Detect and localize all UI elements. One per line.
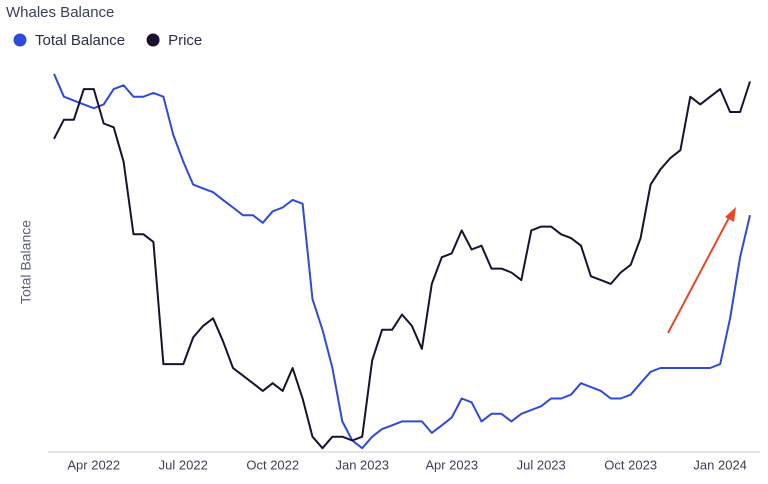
- legend-swatch: [146, 33, 160, 47]
- legend-label: Price: [168, 32, 202, 49]
- x-tick-label: Jul 2023: [517, 457, 566, 472]
- x-tick-label: Apr 2022: [67, 457, 120, 472]
- x-tick-label: Jan 2023: [335, 457, 389, 472]
- legend-label: Total Balance: [35, 32, 125, 49]
- x-tick-label: Oct 2023: [604, 457, 657, 472]
- x-tick-label: Oct 2022: [246, 457, 299, 472]
- legend-swatch: [13, 33, 27, 47]
- series-line: [53, 81, 751, 450]
- x-tick-label: Apr 2023: [425, 457, 478, 472]
- chart-title: Whales Balance: [6, 4, 114, 21]
- series-line: [53, 73, 751, 450]
- y-axis-label: Total Balance: [18, 220, 34, 304]
- x-tick-label: Jan 2024: [693, 457, 747, 472]
- annotation-arrow: [667, 207, 736, 334]
- x-tick-label: Jul 2022: [159, 457, 208, 472]
